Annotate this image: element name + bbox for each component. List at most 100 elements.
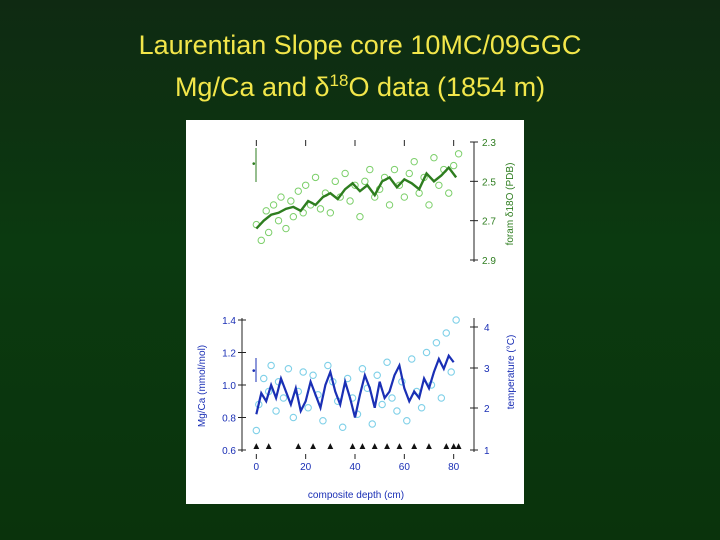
- depth-marker-triangle: ▲: [441, 441, 451, 452]
- mgca-point: [358, 365, 367, 373]
- mgca-point: [279, 394, 288, 402]
- mgca-y-tick-label: 1.2: [222, 349, 236, 360]
- mgca-point: [259, 374, 268, 383]
- d18o-point: [294, 187, 302, 195]
- d18o-point: [356, 213, 364, 221]
- temp-y-tick-label: 2: [484, 404, 490, 415]
- mgca-point: [343, 374, 352, 383]
- d18o-point: [274, 216, 283, 225]
- depth-marker-triangle: ▲: [449, 441, 459, 452]
- d18o-point: [277, 193, 285, 201]
- title-line-2-post: O data (1854 m): [348, 72, 546, 102]
- mgca-y-tick-label: 1.4: [222, 316, 236, 327]
- d18o-y-axis-label: foram δ18O (PDB): [505, 163, 516, 246]
- d18o-error-bar-dot: •: [252, 159, 256, 170]
- mgca-point: [422, 348, 431, 357]
- d18o-point: [282, 224, 290, 233]
- depth-marker-triangle: ▲: [454, 441, 464, 452]
- depth-marker-triangle: ▲: [357, 441, 367, 452]
- title-line-2: Mg/Ca and δ18O data (1854 m): [0, 63, 720, 105]
- mgca-y-tick-label: 0.8: [222, 414, 236, 425]
- depth-marker-triangle: ▲: [308, 441, 318, 452]
- title-line-1: Laurentian Slope core 10MC/09GGC: [138, 30, 582, 60]
- delta-symbol: δ: [314, 72, 330, 102]
- d18o-y-tick-label: 2.3: [482, 138, 496, 149]
- x-tick-label: 0: [254, 462, 260, 473]
- mgca-point: [378, 400, 386, 409]
- d18o-point: [289, 213, 298, 221]
- mgca-point: [432, 339, 441, 347]
- d18o-point: [366, 165, 374, 174]
- depth-marker-triangle: ▲: [293, 441, 303, 452]
- d18o-point: [311, 173, 320, 182]
- mgca-series-line: [255, 353, 455, 418]
- d18o-point: [346, 197, 354, 205]
- d18o-point: [361, 177, 369, 186]
- d18o-point: [264, 228, 273, 237]
- mgca-y-axis-label: Mg/Ca (mmol/mol): [197, 345, 208, 427]
- d18o-panel: 2.3 2.5 2.7 2.9 foram δ18O (PDB) •: [252, 138, 516, 267]
- d18o-point: [269, 201, 278, 209]
- d18o-point: [445, 189, 453, 197]
- mgca-point: [299, 368, 307, 376]
- d18o-point: [405, 169, 413, 178]
- depth-marker-triangle: ▲: [409, 441, 419, 452]
- d18o-point: [400, 193, 409, 201]
- title-sup: 18: [329, 71, 349, 90]
- mgca-point: [338, 423, 347, 431]
- temp-y-tick-label: 1: [484, 446, 490, 457]
- mgca-point: [437, 394, 446, 402]
- mgca-point: [442, 329, 451, 337]
- mgca-point: [252, 426, 261, 435]
- d18o-point: [415, 189, 423, 197]
- mgca-y-tick-label: 1.0: [222, 381, 236, 392]
- mgca-point: [407, 355, 416, 363]
- d18o-point: [410, 157, 418, 166]
- depth-marker-triangle: ▲: [325, 441, 335, 452]
- mgca-point: [289, 413, 298, 422]
- d18o-point: [449, 161, 458, 170]
- x-tick-label: 80: [448, 462, 460, 473]
- mgca-point: [272, 407, 280, 415]
- depth-marker-triangle: ▲: [424, 441, 434, 452]
- d18o-y-tick-label: 2.7: [482, 217, 496, 228]
- mgca-point: [388, 394, 396, 402]
- mgca-point: [324, 361, 332, 370]
- mgca-point: [383, 358, 391, 367]
- mgca-point: [267, 361, 275, 370]
- d18o-point: [301, 181, 310, 189]
- mgca-point: [373, 371, 381, 380]
- d18o-point: [316, 205, 325, 213]
- d18o-y-tick-label: 2.9: [482, 256, 496, 267]
- depth-marker-triangle: ▲: [382, 441, 392, 452]
- mgca-point: [309, 371, 317, 380]
- x-tick-label: 60: [399, 462, 411, 473]
- x-tick-label: 40: [349, 462, 361, 473]
- mgca-point: [319, 416, 327, 425]
- d18o-point: [425, 201, 433, 209]
- x-axis-label: composite depth (cm): [308, 490, 404, 501]
- d18o-y-tick-label: 2.5: [482, 177, 496, 188]
- mgca-point: [393, 407, 401, 415]
- d18o-point: [385, 201, 394, 209]
- temp-y-tick-label: 4: [484, 323, 490, 334]
- temp-y-axis-label: temperature (°C): [506, 335, 517, 410]
- mgca-y-tick-label: 0.6: [222, 446, 236, 457]
- mgca-panel: 0.6 0.8 1.0 1.2 1.4 1 2 3 4 Mg/Ca (mmol/mol) tempe…: [197, 316, 517, 501]
- chart-panel: 2.3 2.5 2.7 2.9 foram δ18O (PDB) • 0.6 0.8 1.0 1.…: [186, 120, 524, 504]
- chart-svg: 2.3 2.5 2.7 2.9 foram δ18O (PDB) • 0.6 0.8 1.0 1.…: [197, 138, 517, 501]
- mgca-point: [452, 316, 460, 324]
- temp-y-tick-label: 3: [484, 364, 490, 375]
- depth-marker-triangle: ▲: [394, 441, 404, 452]
- d18o-point: [287, 197, 295, 205]
- title-line-2-pre: Mg/Ca and: [174, 72, 315, 102]
- d18o-point: [326, 209, 335, 217]
- d18o-point: [390, 165, 399, 174]
- depth-marker-triangle: ▲: [348, 441, 358, 452]
- d18o-point: [262, 207, 270, 215]
- d18o-point: [341, 169, 349, 178]
- d18o-point: [430, 154, 438, 162]
- depth-marker-triangle: ▲: [251, 441, 261, 452]
- mgca-point: [403, 416, 411, 425]
- mgca-point: [447, 368, 455, 376]
